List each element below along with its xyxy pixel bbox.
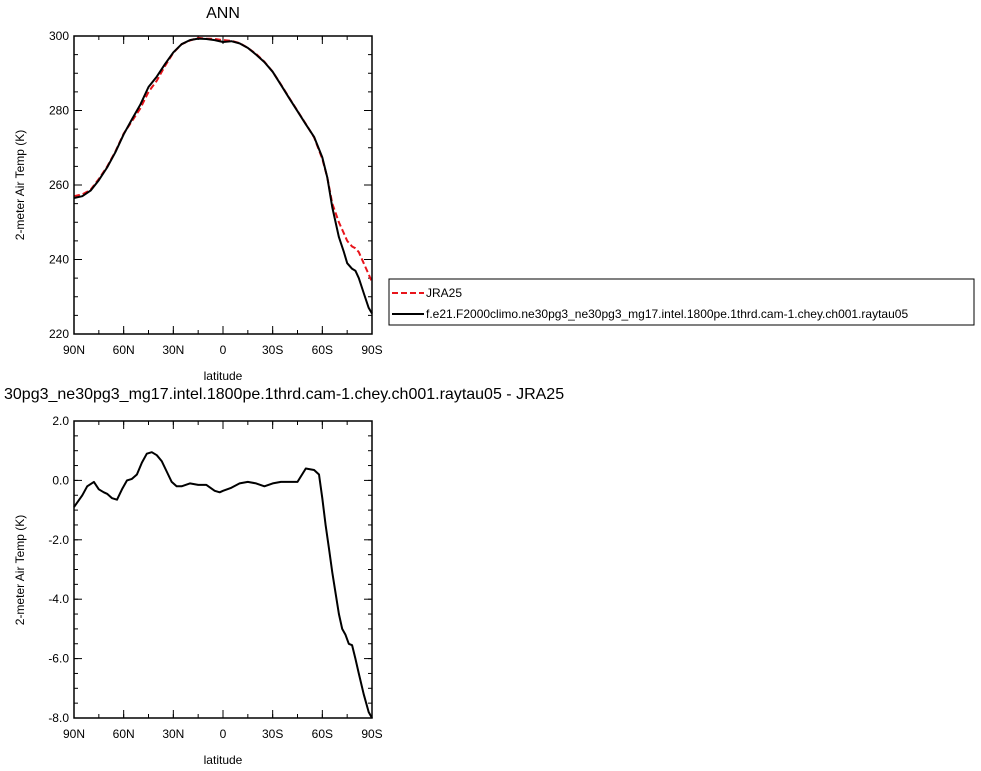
bottom-y-tick-label: -4.0 — [48, 592, 69, 606]
top-series-line-0 — [73, 36, 373, 283]
top-frame — [73, 35, 373, 335]
top-x-tick-label: 30S — [262, 343, 283, 357]
top-x-tick-label: 30N — [162, 343, 184, 357]
bottom-y-tick-label: -8.0 — [48, 711, 69, 725]
bottom-y-tick-label: -6.0 — [48, 652, 69, 666]
bottom-x-tick-label: 90N — [63, 727, 85, 741]
top-y-tick-label: 220 — [49, 327, 69, 341]
top-x-tick-label: 60S — [312, 343, 333, 357]
top-x-tick-label: 90S — [361, 343, 382, 357]
top-chart-title: ANN — [206, 5, 240, 22]
legend-label-jra25: JRA25 — [426, 286, 462, 300]
top-y-axis-label: 2-meter Air Temp (K) — [13, 130, 27, 240]
bottom-x-tick-label: 0 — [220, 727, 227, 741]
bottom-frame — [73, 420, 373, 719]
bottom-series-line-0 — [73, 451, 373, 719]
bottom-x-axis-label: latitude — [204, 753, 243, 767]
legend-box — [388, 278, 975, 326]
top-x-tick-label: 90N — [63, 343, 85, 357]
top-x-axis-label: latitude — [204, 369, 243, 383]
bottom-y-tick-label: -2.0 — [48, 533, 69, 547]
bottom-x-tick-label: 90S — [361, 727, 382, 741]
top-x-tick-label: 60N — [113, 343, 135, 357]
top-y-tick-label: 260 — [49, 178, 69, 192]
top-x-tick-label: 0 — [220, 343, 227, 357]
bottom-x-tick-label: 30N — [162, 727, 184, 741]
top-y-tick-label: 280 — [49, 104, 69, 118]
top-y-tick-label: 240 — [49, 253, 69, 267]
bottom-chart: 30pg3_ne30pg3_mg17.intel.1800pe.1thrd.ca… — [4, 386, 564, 767]
bottom-x-tick-label: 30S — [262, 727, 283, 741]
top-chart: ANN 90N 60N 30N 0 30S 60S 90S 220 240 260 280 300 l… — [13, 5, 383, 383]
bottom-y-tick-label: 2.0 — [52, 414, 69, 428]
bottom-chart-title: 30pg3_ne30pg3_mg17.intel.1800pe.1thrd.ca… — [4, 386, 564, 403]
top-plot-area: 90N 60N 30N 0 30S 60S 90S 220 240 260 280 300 — [49, 29, 383, 357]
legend: JRA25 f.e21.F2000climo.ne30pg3_ne30pg3_m… — [388, 278, 975, 326]
top-series-line-1 — [73, 37, 373, 315]
bottom-x-tick-label: 60S — [312, 727, 333, 741]
legend-label-model: f.e21.F2000climo.ne30pg3_ne30pg3_mg17.in… — [426, 307, 908, 321]
top-y-tick-label: 300 — [49, 29, 69, 43]
bottom-x-tick-label: 60N — [113, 727, 135, 741]
bottom-y-axis-label: 2-meter Air Temp (K) — [13, 515, 27, 625]
bottom-y-tick-label: 0.0 — [52, 473, 69, 487]
bottom-plot-area: 90N 60N 30N 0 30S 60S 90S -8.0 -6.0 -4.0 -2.0 0.0 2.… — [48, 414, 382, 741]
